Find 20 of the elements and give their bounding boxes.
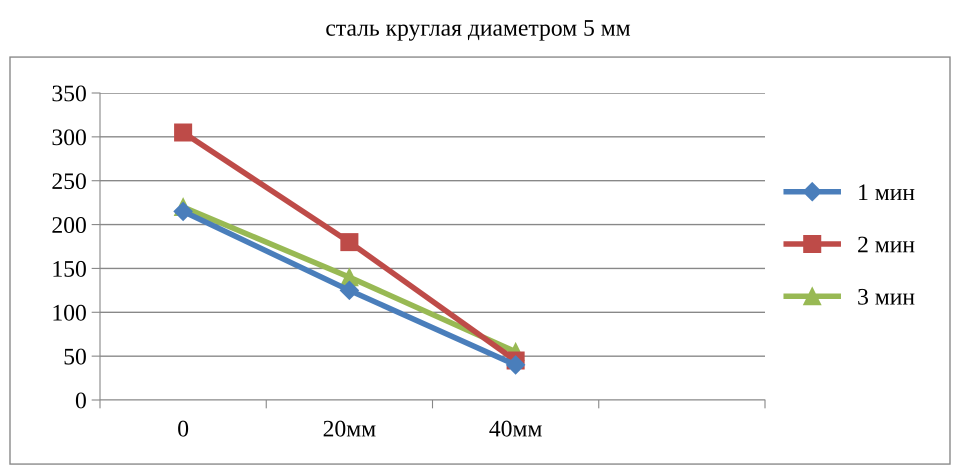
point [174,123,192,142]
legend-label: 1 мин [859,184,914,200]
x-tick-label: 40мм [489,420,542,437]
legend-label: 3 мин [858,288,914,305]
point [340,280,359,300]
x-tick-label: 20мм [324,420,376,437]
legend-label: 2 мин [858,236,914,252]
y-tick-label: 50 [64,348,86,365]
y-tick-label: 100 [53,304,86,321]
y-tick-label: 300 [52,129,86,146]
point [340,233,358,252]
point [506,355,526,374]
point [174,202,193,221]
y-tick-label: 250 [52,173,86,190]
y-tick-label: 150 [53,260,86,277]
chart-title: сталь круглая диаметром 5 мм [326,20,630,41]
y-tick-label: 350 [52,85,86,102]
y-tick-label: 200 [52,217,86,233]
x-tick-label: 0 [178,420,188,437]
y-tick-label: 0 [76,392,86,408]
